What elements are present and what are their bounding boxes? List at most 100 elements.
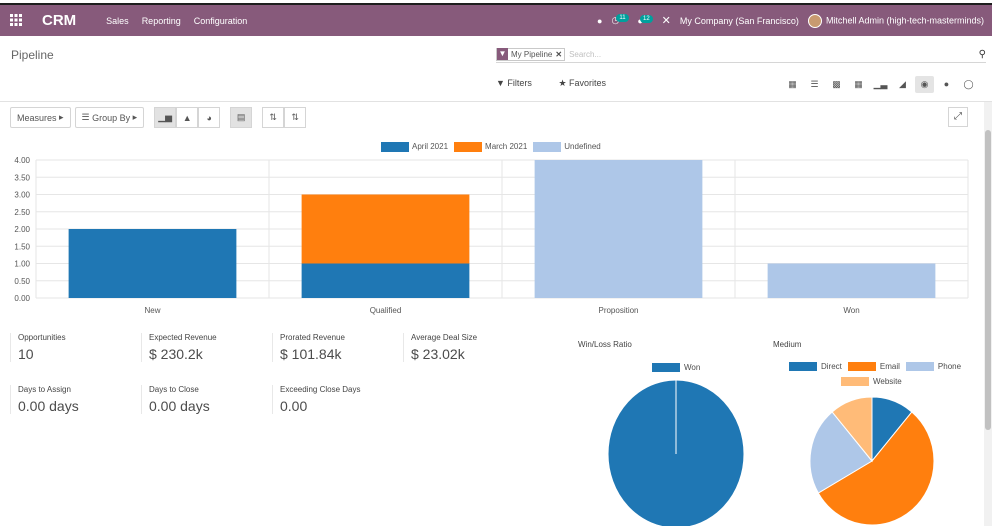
cohort-view-icon[interactable]: ◢ [899,79,906,89]
groupby-label: Group By [92,112,131,123]
kpi-label: Prorated Revenue [280,333,345,342]
legend-swatch-website [841,377,869,386]
chart-legend: April 2021 March 2021 Undefined [381,142,601,152]
x-tick-label: Qualified [370,306,402,315]
kpi-value: $ 230.2k [149,346,203,362]
dashboard-view-icon[interactable]: ◉ [915,76,934,93]
y-tick-label: 1.00 [14,260,30,269]
control-panel: Pipeline ▼ My Pipeline ✕ Search... ⚲ ▼ F… [0,36,992,102]
search-facet: ▼ My Pipeline ✕ [496,47,566,61]
legend-item-april[interactable]: April 2021 [381,142,448,152]
menu-sales[interactable]: Sales [106,15,129,26]
kpi-opportunities[interactable]: Opportunities 10 [10,333,135,362]
kpi-exceeding-close-days[interactable]: Exceeding Close Days 0.00 [272,385,397,414]
app-brand[interactable]: CRM [42,12,77,29]
map-view-icon[interactable]: ● [943,79,950,89]
medium-title: Medium [773,340,802,349]
filter-menus: ▼ Filters ★ Favorites [496,78,630,89]
company-switcher[interactable]: My Company (San Francisco) [679,15,799,26]
legend-item-direct[interactable]: Direct [789,362,842,371]
kpi-value: 10 [18,346,34,362]
x-tick-label: Won [843,306,859,315]
legend-item-march[interactable]: March 2021 [454,142,527,152]
x-tick-label: New [144,306,160,315]
scrollbar[interactable] [984,102,992,526]
stacked-icon[interactable]: ▤ [230,107,253,128]
kpi-label: Average Deal Size [411,333,478,342]
kpi-average-deal-size[interactable]: Average Deal Size $ 23.02k [403,333,528,362]
y-tick-label: 0.50 [14,277,30,286]
groupby-button[interactable]: ☰ Group By ▸ [74,107,145,128]
activity-icon[interactable]: ◷11 [611,14,629,26]
search-input[interactable]: Search... [569,49,602,59]
calendar-view-icon[interactable]: ▩ [832,79,841,89]
legend-item-website[interactable]: Website [841,377,902,386]
chart-type-group: ▁▅ ▲ ◕ [154,107,221,128]
bar[interactable] [68,229,237,298]
x-tick-label: Proposition [598,306,638,315]
close-icon[interactable]: ✕ [661,15,671,27]
sort-descending-icon[interactable]: ⇅ [262,107,285,128]
kpi-expected-revenue[interactable]: Expected Revenue $ 230.2k [141,333,266,362]
kpi-label: Expected Revenue [149,333,217,342]
legend-swatch-undefined [533,142,562,152]
legend-label-april: April 2021 [412,142,449,152]
measures-button[interactable]: Measures ▸ [10,107,71,128]
winloss-legend: Won [652,363,700,372]
kpi-prorated-revenue[interactable]: Prorated Revenue $ 101.84k [272,333,397,362]
user-menu[interactable]: Mitchell Admin (high-tech-masterminds) [807,13,984,28]
search-icon[interactable]: ⚲ [978,48,986,60]
legend-item-undefined[interactable]: Undefined [533,142,601,152]
messages-icon[interactable]: ●12 [638,14,653,26]
kpi-label: Exceeding Close Days [280,385,361,394]
kpi-value: $ 101.84k [280,346,342,362]
pivot-view-icon[interactable]: ▦ [854,79,863,89]
bar[interactable] [534,160,703,298]
facet-remove-icon[interactable]: ✕ [555,49,563,59]
y-tick-label: 2.50 [14,208,30,217]
expand-icon[interactable]: ⤢ [948,107,968,127]
kpi-value: 0.00 days [149,398,210,414]
menu-reporting[interactable]: Reporting [141,15,181,26]
filters-button[interactable]: ▼ Filters [496,78,532,88]
kpi-days-to-assign[interactable]: Days to Assign 0.00 days [10,385,135,414]
kanban-view-icon[interactable]: ▦ [788,79,797,89]
kpi-label: Days to Assign [18,385,71,394]
medium-pie-chart [809,396,935,525]
pie-slice-phone[interactable] [809,411,873,494]
filter-icon: ▼ [497,48,508,60]
legend-item-email[interactable]: Email [847,362,900,371]
legend-swatch-phone [905,362,934,371]
legend-swatch-email [847,362,876,371]
pie-slice-website[interactable] [831,396,873,463]
sort-group: ⇅ ⇅ [262,107,307,128]
bar[interactable] [301,263,470,299]
graph-view-icon[interactable]: ▁▃ [873,79,888,89]
facet-value: My Pipeline [511,49,553,59]
apps-menu-icon[interactable] [0,13,32,29]
search-bar: ▼ My Pipeline ✕ Search... ⚲ [496,46,986,63]
line-chart-icon[interactable]: ▲ [176,107,199,128]
measures-label: Measures [17,112,57,123]
list-view-icon[interactable]: ☰ [810,79,819,89]
kpi-days-to-close[interactable]: Days to Close 0.00 days [141,385,266,414]
legend-label-march: March 2021 [485,142,528,152]
bar-chart-icon[interactable]: ▁▅ [154,107,177,128]
scrollbar-thumb[interactable] [985,130,991,430]
pie-slice-email[interactable] [817,411,935,525]
sort-ascending-icon[interactable]: ⇅ [284,107,307,128]
activity-view-icon[interactable]: ◯ [963,79,974,89]
favorites-button[interactable]: ★ Favorites [558,78,607,88]
y-tick-label: 2.00 [14,225,30,234]
pie-chart-icon[interactable]: ◕ [198,107,221,128]
user-name: Mitchell Admin (high-tech-masterminds) [825,14,984,25]
y-tick-label: 3.50 [14,173,30,182]
bar[interactable] [767,263,936,299]
messages-count-badge: 12 [639,14,653,23]
menu-configuration[interactable]: Configuration [193,15,248,26]
bug-icon[interactable]: ● [597,15,603,26]
bar[interactable] [301,194,470,264]
legend-swatch-direct [789,362,817,371]
pipeline-bar-chart: April 2021 March 2021 Undefined 0.00 0.50… [0,136,980,322]
legend-item-phone[interactable]: Phone [905,362,961,371]
